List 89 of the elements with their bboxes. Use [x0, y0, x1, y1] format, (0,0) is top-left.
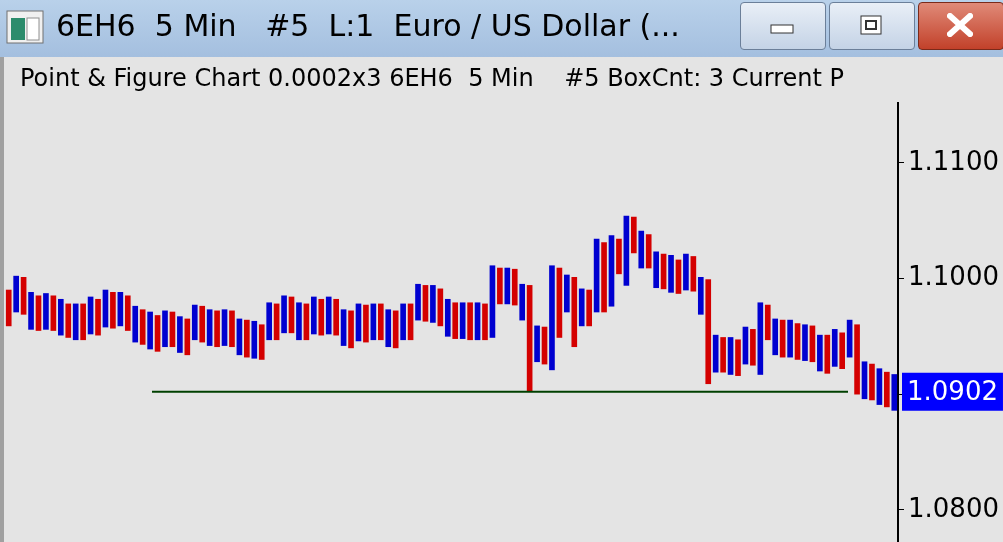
bar	[504, 267, 511, 305]
bar	[601, 242, 607, 313]
bar	[452, 302, 459, 339]
bar	[95, 298, 101, 336]
bar	[891, 374, 898, 411]
bar	[571, 276, 578, 348]
bar	[444, 298, 451, 337]
bar	[110, 292, 116, 329]
bar	[787, 319, 793, 358]
bar	[757, 302, 764, 375]
bar	[229, 310, 235, 348]
bar	[884, 371, 890, 408]
bar	[511, 268, 518, 306]
bar	[244, 319, 250, 358]
bar	[392, 310, 399, 349]
bar	[377, 303, 384, 341]
bar	[139, 309, 146, 345]
y-tick-label: 1.1100	[908, 145, 999, 176]
bar	[802, 324, 808, 361]
y-tick-label: 1.0800	[908, 492, 999, 523]
bar	[415, 283, 421, 321]
bar	[549, 265, 555, 371]
bar	[653, 251, 659, 289]
bar	[296, 302, 302, 341]
bar	[467, 302, 473, 341]
bar	[348, 310, 354, 349]
bar	[124, 295, 131, 331]
bar	[162, 310, 168, 348]
bar	[578, 288, 585, 327]
bar	[683, 253, 689, 291]
bar	[311, 296, 317, 335]
bar	[191, 304, 198, 341]
bar	[214, 310, 220, 348]
bar	[586, 289, 592, 327]
bar	[564, 274, 570, 313]
bar	[400, 303, 406, 341]
bar	[497, 267, 503, 305]
bar	[13, 275, 19, 313]
chart-title: 6EH6 5 Min #5 L:1 Euro / US Dollar (...	[56, 8, 680, 43]
bar	[712, 334, 719, 373]
bar	[35, 295, 42, 331]
bar	[132, 305, 139, 343]
bar	[817, 334, 823, 372]
bar	[80, 303, 86, 341]
bar	[854, 324, 860, 395]
bar	[28, 292, 34, 330]
ref-line-label: 1.0902	[907, 375, 998, 406]
bar	[43, 293, 49, 330]
bar	[72, 303, 79, 341]
bar	[281, 295, 287, 334]
bar	[630, 216, 637, 254]
bar	[318, 298, 325, 336]
bar	[616, 238, 622, 275]
bar	[363, 304, 369, 343]
bar	[251, 320, 258, 359]
chart-subtitle: Point & Figure Chart 0.0002x3 6EH6 5 Min #5 BoxCnt: 3 Current P	[20, 64, 845, 92]
bar	[720, 337, 726, 373]
bar	[258, 324, 265, 360]
bar	[534, 325, 540, 363]
bar	[184, 318, 191, 356]
bar	[869, 363, 875, 401]
bar	[697, 276, 704, 315]
bar	[482, 303, 488, 341]
bar	[839, 332, 846, 370]
bar	[57, 298, 64, 336]
bar	[668, 254, 674, 293]
bar	[824, 334, 831, 374]
bar	[325, 296, 332, 335]
bar	[638, 230, 645, 269]
bar	[385, 309, 392, 348]
y-tick-label: 1.1000	[908, 261, 999, 292]
bar	[430, 285, 436, 323]
bar	[147, 311, 153, 350]
bar	[50, 295, 57, 331]
bar	[519, 283, 526, 321]
bar	[266, 302, 273, 341]
bar	[177, 316, 183, 353]
bar	[65, 303, 72, 338]
bar	[333, 298, 339, 336]
bar	[735, 339, 741, 376]
bar	[5, 289, 12, 327]
bar	[705, 279, 712, 385]
bar	[772, 318, 779, 356]
bar	[645, 234, 652, 269]
bar	[831, 329, 838, 367]
bar	[750, 329, 756, 366]
bar	[764, 304, 771, 341]
bar	[199, 305, 206, 343]
bar	[690, 256, 697, 292]
